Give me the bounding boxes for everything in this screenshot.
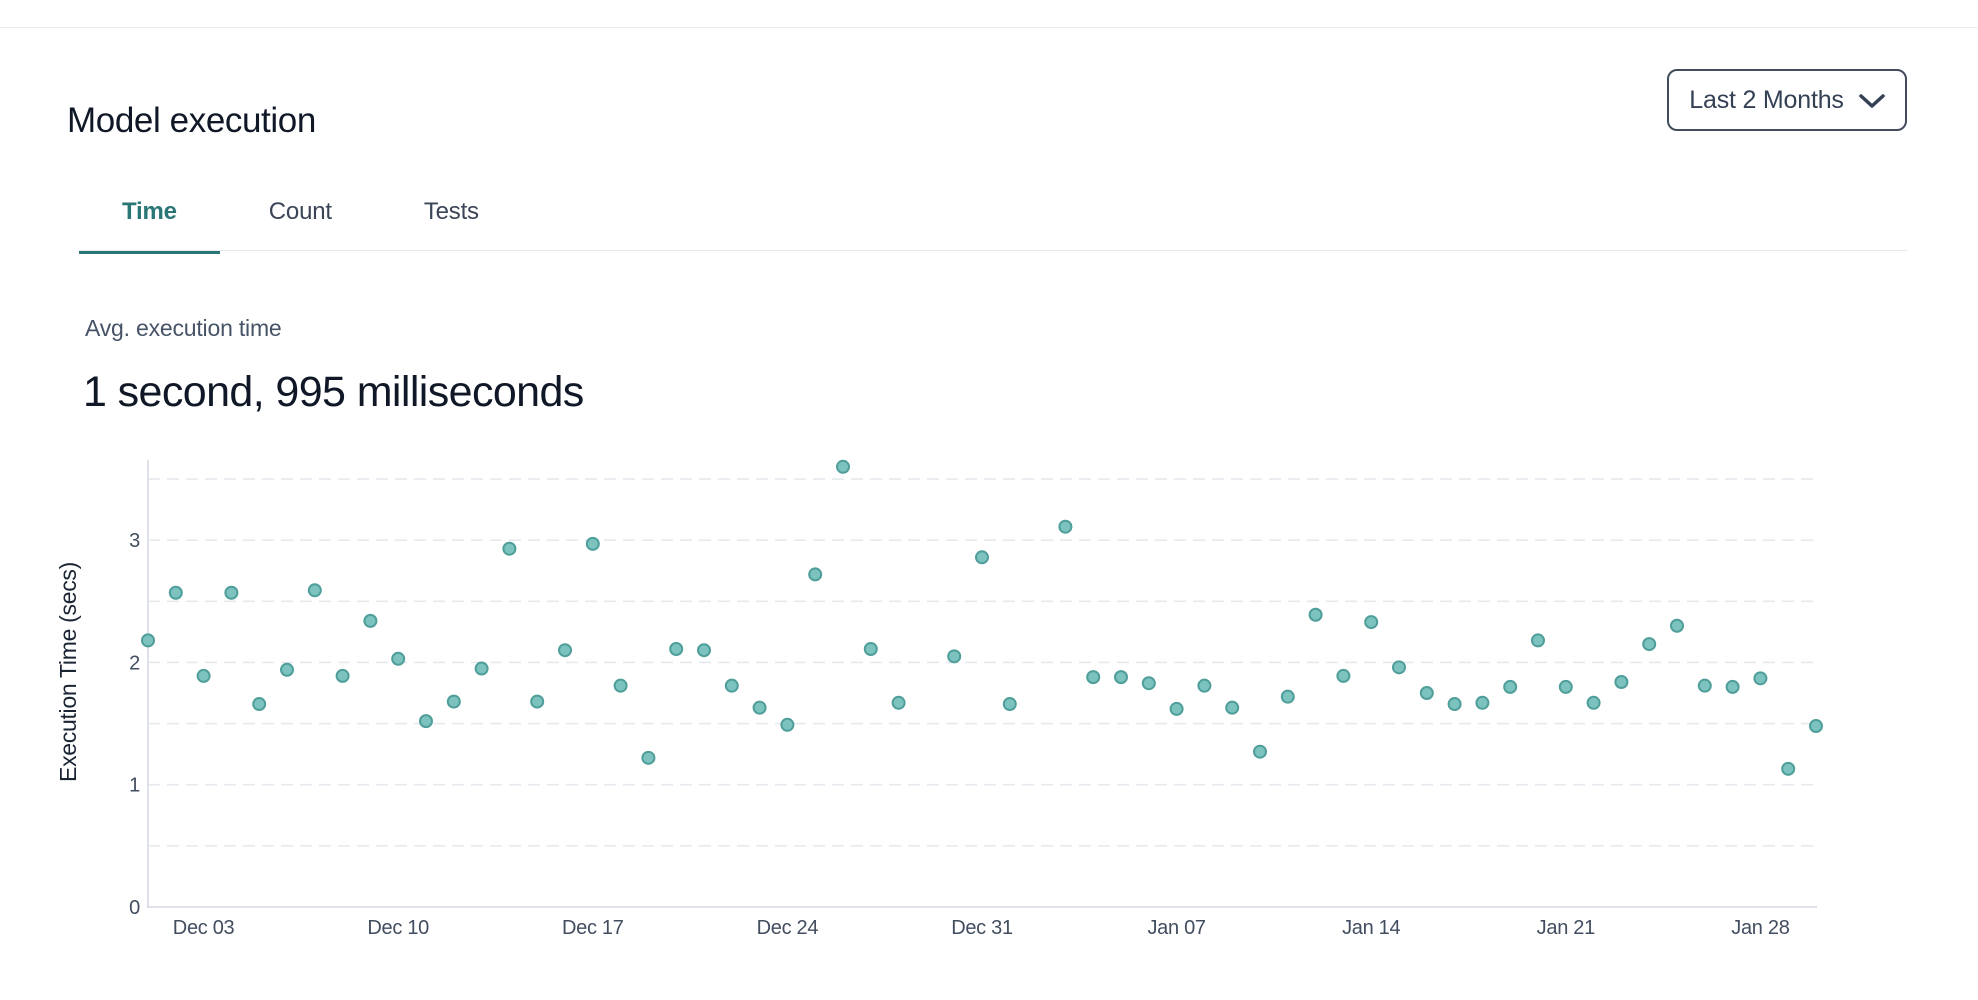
data-point[interactable] [1531,633,1545,648]
x-tick-label: Jan 14 [1342,917,1400,939]
data-point[interactable] [1308,607,1323,622]
y-axis-title: Execution Time (secs) [55,562,81,782]
data-point[interactable] [1642,637,1657,652]
data-point[interactable] [363,613,378,628]
x-tick-label: Dec 24 [757,917,819,939]
x-tick-label: Dec 17 [562,917,624,939]
data-point[interactable] [1753,671,1768,686]
data-point[interactable] [1614,675,1629,690]
data-point[interactable] [168,585,183,600]
tab-time-label: Time [122,198,177,225]
chevron-down-icon [1858,93,1885,108]
data-point[interactable] [1002,697,1017,712]
data-point[interactable] [1086,670,1101,685]
data-point[interactable] [1197,678,1212,693]
data-point[interactable] [141,633,155,648]
date-range-label: Last 2 Months [1689,85,1844,114]
data-point[interactable] [196,668,211,683]
x-tick-label: Jan 21 [1537,917,1595,939]
page-title: Model execution [67,101,316,140]
data-point[interactable] [1169,701,1184,716]
data-point[interactable] [558,643,572,658]
x-tick-label: Jan 07 [1147,917,1205,939]
data-point[interactable] [1447,697,1462,712]
data-point[interactable] [1392,660,1406,675]
data-point[interactable] [1503,679,1518,694]
data-point[interactable] [1809,719,1823,734]
x-tick-label: Dec 31 [951,917,1013,939]
tab-count[interactable]: Count [226,198,375,254]
data-point[interactable] [1058,519,1073,534]
data-point[interactable] [1225,700,1240,715]
y-tick-label: 1 [129,775,140,797]
data-point[interactable] [780,717,795,732]
tab-tests[interactable]: Tests [381,198,522,254]
data-point[interactable] [1280,689,1295,704]
data-point[interactable] [585,536,600,551]
data-point[interactable] [1697,678,1712,693]
data-point[interactable] [1586,695,1601,710]
data-point[interactable] [641,750,656,765]
top-divider [0,27,1978,28]
data-point[interactable] [669,641,684,656]
tab-tests-label: Tests [423,198,479,225]
data-point[interactable] [1670,618,1684,633]
stat-value: 1 second, 995 milliseconds [83,368,584,416]
data-point[interactable] [530,694,545,709]
stat-label: Avg. execution time [85,315,282,341]
data-point[interactable] [252,697,267,712]
tab-bar-divider [79,250,1907,251]
data-point[interactable] [697,643,711,658]
data-point[interactable] [808,567,823,582]
data-point[interactable] [1725,679,1740,694]
data-point[interactable] [474,661,489,676]
data-point[interactable] [891,695,906,710]
x-tick-label: Dec 10 [367,917,429,939]
data-point[interactable] [1419,686,1434,701]
data-point[interactable] [419,714,433,729]
data-point[interactable] [224,585,239,600]
date-range-dropdown[interactable]: Last 2 Months [1667,69,1907,131]
data-point[interactable] [1141,676,1156,691]
data-point[interactable] [975,550,989,565]
data-point[interactable] [1114,670,1128,685]
data-point[interactable] [446,694,461,709]
x-tick-label: Dec 03 [173,917,235,939]
data-point[interactable] [752,700,767,715]
tab-bar: Time Count Tests [79,198,522,254]
data-point[interactable] [863,641,878,656]
data-point[interactable] [335,668,350,683]
data-point[interactable] [280,662,294,677]
data-point[interactable] [1781,761,1796,776]
data-point[interactable] [724,678,739,693]
data-point[interactable] [1475,695,1490,710]
data-point[interactable] [1336,668,1351,683]
data-point[interactable] [1558,679,1573,694]
tab-time[interactable]: Time [79,198,220,254]
data-point[interactable] [613,678,628,693]
data-point[interactable] [391,651,406,666]
y-tick-label: 0 [129,897,140,919]
data-point[interactable] [836,459,850,474]
y-tick-label: 3 [129,530,140,552]
data-point[interactable] [1364,615,1379,630]
tab-count-label: Count [268,198,332,225]
data-point[interactable] [1253,744,1267,759]
data-point[interactable] [947,649,962,664]
y-tick-label: 2 [129,652,140,674]
x-tick-label: Jan 28 [1731,917,1789,939]
data-point[interactable] [307,583,322,598]
data-point[interactable] [502,541,517,556]
